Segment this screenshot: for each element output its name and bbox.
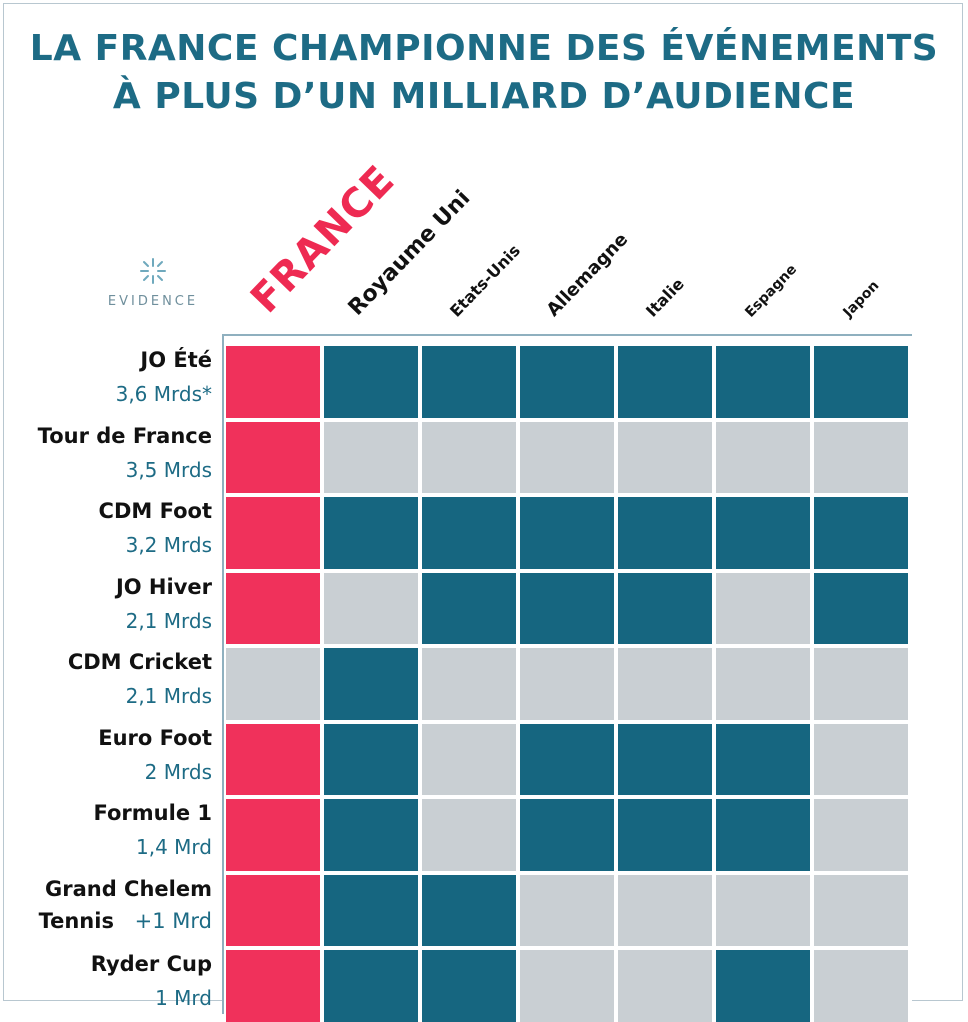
heatmap-cell [814, 950, 908, 1022]
heatmap-cell [520, 421, 614, 493]
row-audience: 1,4 Mrd [136, 835, 212, 859]
heatmap-cell [422, 648, 516, 720]
heatmap-cell [422, 950, 516, 1022]
heatmap-cell [618, 648, 712, 720]
heatmap-cell [716, 421, 810, 493]
heatmap-grid [222, 334, 912, 1022]
heatmap-cell [520, 799, 614, 871]
heatmap-cell [226, 874, 320, 946]
logo-text: EVIDENCE [107, 294, 199, 309]
heatmap-cell [226, 950, 320, 1022]
heatmap-cell [814, 346, 908, 418]
heatmap-cell [618, 874, 712, 946]
row-audience: 2,1 Mrds [125, 684, 212, 708]
heatmap-cell [520, 497, 614, 569]
heatmap-cell [324, 346, 418, 418]
heatmap-cell [716, 874, 810, 946]
heatmap-cell [422, 572, 516, 644]
heatmap-cell [814, 421, 908, 493]
heatmap-cell [324, 799, 418, 871]
heatmap-cell [226, 497, 320, 569]
row-event-name: Tour de France [37, 423, 212, 448]
heatmap-cell [520, 572, 614, 644]
row-audience: 3,5 Mrds [125, 457, 212, 482]
heatmap-cell [422, 497, 516, 569]
heatmap-cell [520, 723, 614, 795]
heatmap-cell [226, 346, 320, 418]
heatmap-cell [716, 950, 810, 1022]
sparkle-burst-icon [78, 256, 228, 286]
row-audience: 1 Mrd [155, 986, 212, 1010]
row-event-name-cont: Tennis +1 Mrd [39, 909, 212, 933]
heatmap-cell [618, 950, 712, 1022]
row-audience: 2,1 Mrds [125, 608, 212, 633]
heatmap-cell [618, 572, 712, 644]
title-line-2: À PLUS D’UN MILLIARD D’AUDIENCE [112, 76, 856, 117]
heatmap-cell [226, 799, 320, 871]
heatmap-cell [422, 723, 516, 795]
heatmap-cell [422, 874, 516, 946]
heatmap-cell [520, 648, 614, 720]
row-event-name: Euro Foot [98, 725, 212, 750]
heatmap-cell [324, 950, 418, 1022]
heatmap-cell [814, 723, 908, 795]
heatmap-cell [716, 572, 810, 644]
heatmap-cell [422, 421, 516, 493]
heatmap-cell [520, 950, 614, 1022]
heatmap-cell [814, 874, 908, 946]
heatmap-cell [814, 799, 908, 871]
heatmap-cell [324, 874, 418, 946]
heatmap-cell [716, 648, 810, 720]
evidence-logo: EVIDENCE [78, 256, 228, 309]
heatmap-cell [324, 648, 418, 720]
row-audience: 2 Mrds [144, 759, 212, 784]
heatmap-cell [324, 572, 418, 644]
heatmap-cell [324, 723, 418, 795]
heatmap-cell [716, 346, 810, 418]
heatmap-cell [324, 497, 418, 569]
row-event-name: Grand Chelem [45, 876, 212, 901]
heatmap-cell [814, 497, 908, 569]
heatmap-cell [716, 497, 810, 569]
row-audience: +1 Mrd [127, 908, 212, 933]
heatmap-cell [618, 799, 712, 871]
heatmap-cell [422, 799, 516, 871]
row-event-name: Formule 1 [93, 801, 212, 825]
title-line-1: LA FRANCE CHAMPIONNE DES ÉVÉNEMENTS [29, 28, 939, 69]
heatmap-cell [520, 874, 614, 946]
heatmap-cell [226, 723, 320, 795]
heatmap-cell [618, 421, 712, 493]
heatmap-cell [618, 346, 712, 418]
heatmap-cell [618, 723, 712, 795]
heatmap-cell [618, 497, 712, 569]
row-audience: 3,6 Mrds* [115, 382, 212, 406]
row-event-name: CDM Cricket [67, 650, 212, 674]
heatmap-cell [716, 723, 810, 795]
heatmap-cell [226, 572, 320, 644]
heatmap-cell [422, 346, 516, 418]
heatmap-cell [814, 572, 908, 644]
heatmap-cell [814, 648, 908, 720]
heatmap-cell [324, 421, 418, 493]
row-audience: 3,2 Mrds [125, 533, 212, 557]
row-event-name: CDM Foot [98, 499, 212, 523]
row-event-name: JO Été [140, 348, 212, 372]
heatmap-cell [716, 799, 810, 871]
row-event-name-part: Tennis [38, 908, 114, 933]
row-event-name: JO Hiver [115, 574, 212, 599]
heatmap-cell [226, 421, 320, 493]
heatmap-cell [520, 346, 614, 418]
row-event-name: Ryder Cup [90, 952, 212, 976]
heatmap-cell [226, 648, 320, 720]
